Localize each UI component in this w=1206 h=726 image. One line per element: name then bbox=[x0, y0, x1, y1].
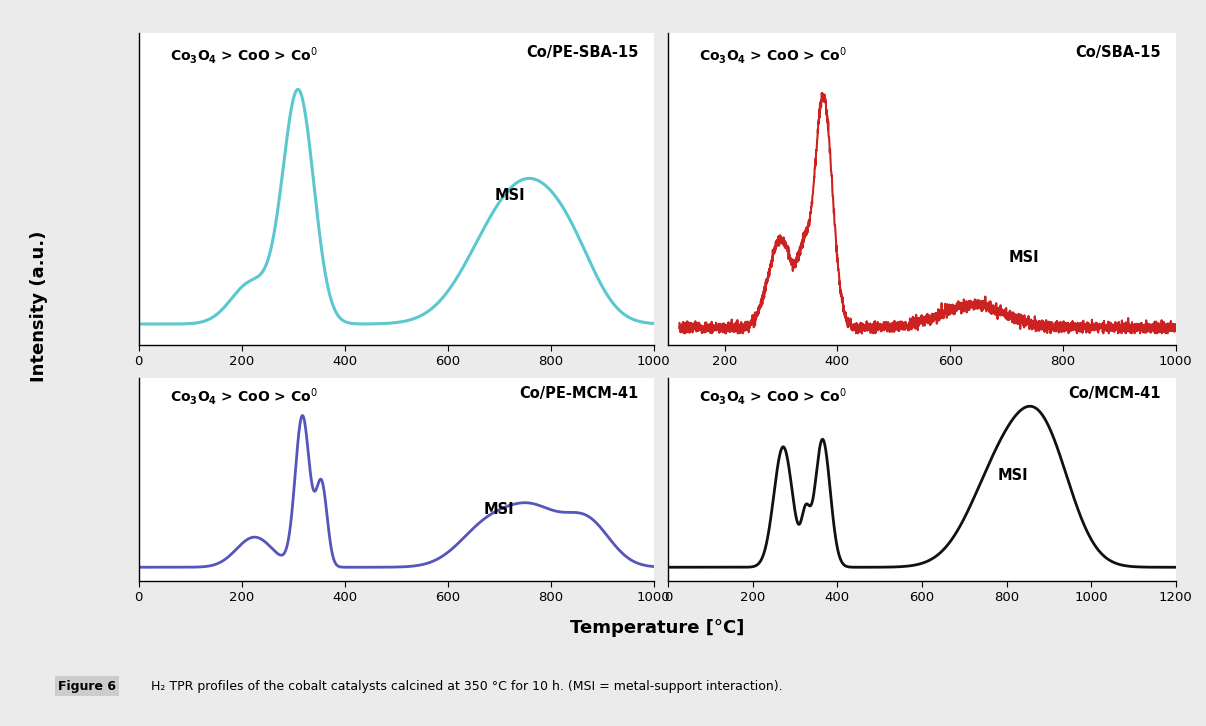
Text: MSI: MSI bbox=[494, 187, 525, 203]
Text: Temperature [°C]: Temperature [°C] bbox=[570, 619, 744, 637]
Text: $\mathregular{Co_3O_4}$ > CoO > Co$^0$: $\mathregular{Co_3O_4}$ > CoO > Co$^0$ bbox=[170, 45, 317, 66]
Text: Figure 6: Figure 6 bbox=[58, 680, 116, 693]
Text: $\mathregular{Co_3O_4}$ > CoO > Co$^0$: $\mathregular{Co_3O_4}$ > CoO > Co$^0$ bbox=[698, 386, 847, 407]
Text: Co/SBA-15: Co/SBA-15 bbox=[1075, 45, 1160, 60]
Text: MSI: MSI bbox=[484, 502, 515, 517]
Text: Co/PE-SBA-15: Co/PE-SBA-15 bbox=[526, 45, 638, 60]
Text: H₂ TPR profiles of the cobalt catalysts calcined at 350 °C for 10 h. (MSI = meta: H₂ TPR profiles of the cobalt catalysts … bbox=[151, 680, 783, 693]
Text: MSI: MSI bbox=[999, 468, 1029, 483]
Text: Intensity (a.u.): Intensity (a.u.) bbox=[30, 231, 47, 383]
Text: Co/MCM-41: Co/MCM-41 bbox=[1069, 386, 1160, 401]
Text: MSI: MSI bbox=[1008, 250, 1038, 265]
Text: Co/PE-MCM-41: Co/PE-MCM-41 bbox=[519, 386, 638, 401]
Text: $\mathregular{Co_3O_4}$ > CoO > Co$^0$: $\mathregular{Co_3O_4}$ > CoO > Co$^0$ bbox=[698, 45, 847, 66]
Text: $\mathregular{Co_3O_4}$ > CoO > Co$^0$: $\mathregular{Co_3O_4}$ > CoO > Co$^0$ bbox=[170, 386, 317, 407]
